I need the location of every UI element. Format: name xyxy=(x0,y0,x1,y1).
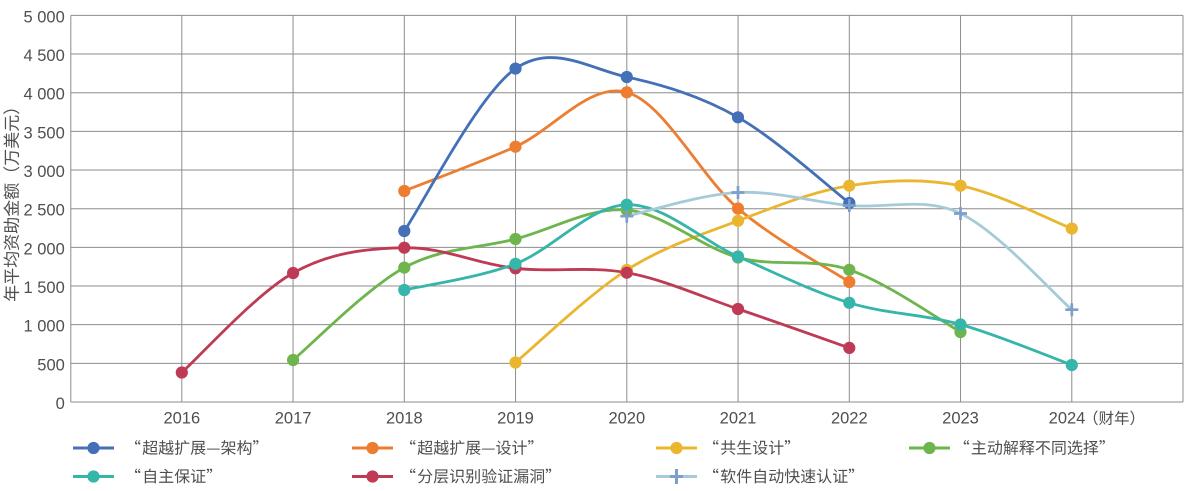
svg-text:1 500: 1 500 xyxy=(24,279,65,297)
svg-text:2016: 2016 xyxy=(163,410,200,428)
svg-text:3 500: 3 500 xyxy=(24,124,65,142)
svg-text:2024: 2024 xyxy=(1049,410,1086,428)
svg-text:2019: 2019 xyxy=(497,410,534,428)
svg-text:2020: 2020 xyxy=(608,410,645,428)
svg-text:3 000: 3 000 xyxy=(24,163,65,181)
svg-text:4 500: 4 500 xyxy=(24,47,65,65)
svg-text:2017: 2017 xyxy=(275,410,312,428)
svg-text:2021: 2021 xyxy=(720,410,757,428)
svg-text:500: 500 xyxy=(37,356,65,374)
svg-text:2023: 2023 xyxy=(942,410,979,428)
svg-text:1 000: 1 000 xyxy=(24,318,65,336)
svg-text:2 000: 2 000 xyxy=(24,240,65,258)
svg-text:5 000: 5 000 xyxy=(24,8,65,26)
svg-text:2018: 2018 xyxy=(386,410,423,428)
svg-text:0: 0 xyxy=(56,395,65,413)
svg-text:4 000: 4 000 xyxy=(24,86,65,104)
svg-text:2 500: 2 500 xyxy=(24,202,65,220)
svg-text:2022: 2022 xyxy=(831,410,868,428)
